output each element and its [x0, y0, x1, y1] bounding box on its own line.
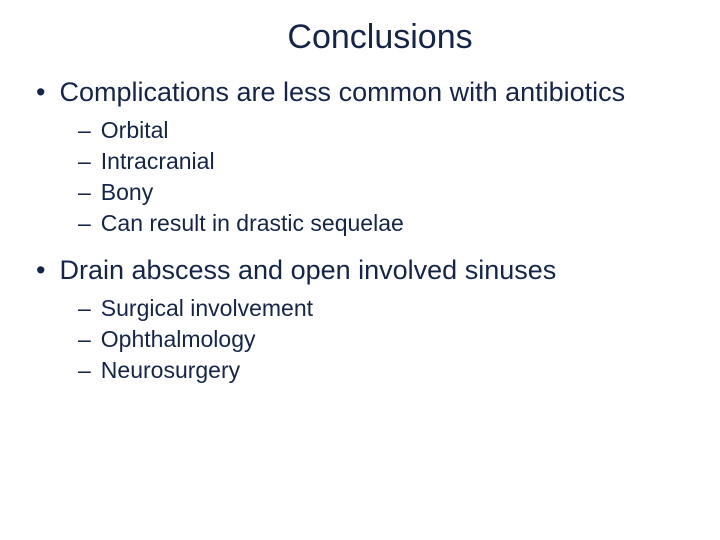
bullet-l2: – Can result in drastic sequelae	[78, 208, 690, 239]
bullet-l2: – Surgical involvement	[78, 293, 690, 324]
bullet-marker-l2: –	[78, 293, 91, 324]
bullet-l2: – Bony	[78, 177, 690, 208]
bullet-text-l2: Ophthalmology	[101, 324, 256, 355]
bullet-marker-l2: –	[78, 324, 91, 355]
bullet-text-l1: Complications are less common with antib…	[59, 75, 625, 109]
bullet-text-l2: Orbital	[101, 115, 169, 146]
bullet-marker-l2: –	[78, 146, 91, 177]
bullet-text-l2: Surgical involvement	[101, 293, 313, 324]
bullet-l2: – Neurosurgery	[78, 355, 690, 386]
bullet-marker-l2: –	[78, 208, 91, 239]
bullet-l2: – Intracranial	[78, 146, 690, 177]
bullet-marker-l1: •	[36, 75, 45, 109]
bullet-marker-l2: –	[78, 355, 91, 386]
bullet-l2: – Ophthalmology	[78, 324, 690, 355]
bullet-l1: • Drain abscess and open involved sinuse…	[36, 253, 690, 287]
bullet-marker-l2: –	[78, 115, 91, 146]
bullet-marker-l1: •	[36, 253, 45, 287]
bullet-text-l2: Intracranial	[101, 146, 215, 177]
bullet-text-l2: Can result in drastic sequelae	[101, 208, 404, 239]
bullet-text-l2: Bony	[101, 177, 153, 208]
bullet-text-l1: Drain abscess and open involved sinuses	[59, 253, 556, 287]
bullet-l1: • Complications are less common with ant…	[36, 75, 690, 109]
bullet-text-l2: Neurosurgery	[101, 355, 240, 386]
bullet-marker-l2: –	[78, 177, 91, 208]
slide-title: Conclusions	[70, 18, 690, 57]
bullet-l2: – Orbital	[78, 115, 690, 146]
